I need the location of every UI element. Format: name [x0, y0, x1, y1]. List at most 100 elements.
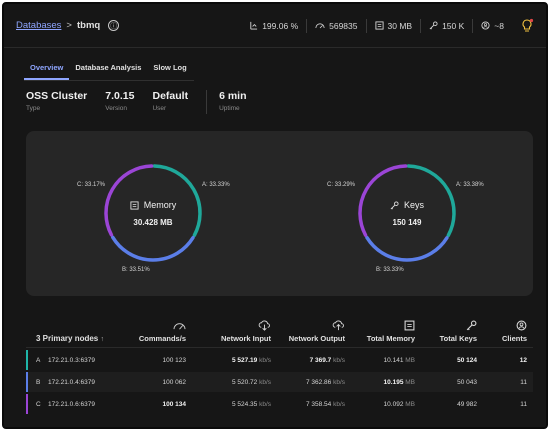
- tm-value: 10.092: [383, 400, 404, 408]
- stat-clients[interactable]: ~8: [472, 18, 512, 33]
- no-unit: kb/s: [333, 378, 345, 386]
- node-commands: 100 123: [162, 356, 187, 364]
- node-letter: A: [36, 356, 41, 364]
- stat-cpu[interactable]: 199.06 %: [241, 19, 306, 33]
- table-row[interactable]: A 172.21.0.3:6379 100 123 5 527.19 kb/s …: [26, 350, 533, 370]
- clients-icon: [516, 320, 527, 331]
- memory-icon: [404, 320, 415, 331]
- keys-total: 150 149: [392, 218, 422, 227]
- stat-memory[interactable]: 30 MB: [365, 18, 421, 33]
- node-commands: 100 062: [162, 378, 187, 386]
- header-total-memory-label: Total Memory: [366, 334, 415, 343]
- tab-overview[interactable]: Overview: [24, 59, 70, 80]
- tm-value: 10.195: [383, 378, 404, 386]
- keys-title: Keys: [403, 200, 424, 210]
- ni-value: 5 527.19: [231, 356, 258, 364]
- node-network-input: 5 527.19 kb/s: [186, 357, 271, 364]
- header-network-input[interactable]: Network Input: [186, 320, 271, 343]
- info-type-value: OSS Cluster: [26, 90, 88, 102]
- stat-ops-value: 569835: [329, 20, 358, 31]
- stat-keys-value: 150 K: [442, 20, 465, 31]
- memory-slice-a[interactable]: [152, 164, 202, 238]
- memory-total: 30.428 MB: [133, 218, 173, 227]
- memory-slice-b[interactable]: [111, 235, 195, 262]
- keys-slice-b[interactable]: [365, 235, 449, 262]
- stat-keys[interactable]: 150 K: [420, 18, 472, 33]
- header-total-keys[interactable]: Total Keys: [415, 320, 477, 343]
- lightbulb-icon: [522, 18, 534, 32]
- tab-slow-log[interactable]: Slow Log: [153, 63, 187, 72]
- node-clients: 11: [520, 400, 527, 408]
- stat-ops[interactable]: 569835: [306, 18, 365, 33]
- node-network-input: 5 524.35 kb/s: [186, 401, 271, 408]
- header-clients-label: Clients: [501, 334, 527, 343]
- header-clients[interactable]: Clients: [477, 320, 533, 343]
- tab-bar: Overview Database Analysis Slow Log: [24, 59, 194, 81]
- info-user-value: Default: [152, 90, 189, 102]
- keys-donut[interactable]: [356, 162, 458, 264]
- tm-value: 10.141: [383, 356, 404, 364]
- node-total-memory: 10.141 MB: [345, 357, 415, 364]
- keys-label-c: C: 33.29%: [327, 182, 356, 188]
- memory-center: Memory 30.428 MB: [103, 200, 203, 227]
- node-total-keys: 50 043: [457, 378, 477, 386]
- keys-slice-a[interactable]: [406, 164, 456, 238]
- database-info: OSS Cluster Type 7.0.15 Version Default …: [26, 90, 265, 114]
- keys-label-b: B: 33.33%: [376, 267, 404, 273]
- node-address: 172.21.0.4:6379: [48, 378, 95, 386]
- table-row[interactable]: B 172.21.0.4:6379 100 062 5 520.72 kb/s …: [26, 372, 533, 392]
- keys-slice-c[interactable]: [358, 164, 408, 237]
- node-network-output: 7 369.7 kb/s: [271, 357, 345, 364]
- header-commands[interactable]: Commands/s: [134, 320, 186, 343]
- database-name: tbmq: [76, 20, 101, 31]
- nodes-header-label: 3 Primary nodes: [36, 334, 99, 343]
- info-divider: [206, 90, 208, 114]
- node-letter: C: [36, 400, 41, 408]
- info-version: 7.0.15 Version: [105, 90, 134, 112]
- ni-value: 5 524.35: [231, 400, 258, 408]
- nodes-header[interactable]: 3 Primary nodes ↑: [26, 334, 134, 343]
- tm-unit: MB: [405, 356, 415, 364]
- info-type-label: Type: [26, 105, 41, 112]
- stat-clients-value: ~8: [494, 20, 504, 31]
- key-icon: [390, 200, 399, 209]
- info-version-value: 7.0.15: [105, 90, 135, 102]
- header-total-keys-label: Total Keys: [439, 334, 477, 343]
- node-clients: 11: [520, 378, 527, 386]
- breadcrumb-databases-link[interactable]: Databases: [16, 20, 62, 31]
- memory-donut[interactable]: [102, 162, 204, 264]
- memory-label-c: C: 33.17%: [77, 182, 106, 188]
- sort-arrow-icon: ↑: [100, 336, 104, 343]
- node-address: 172.21.0.3:6379: [48, 356, 95, 364]
- memory-slice-c[interactable]: [104, 164, 154, 237]
- info-uptime-label: Uptime: [219, 105, 240, 112]
- table-row[interactable]: C 172.21.0.6:6379 100 134 5 524.35 kb/s …: [26, 394, 533, 414]
- no-value: 7 362.86: [305, 378, 332, 386]
- cpu-icon: [250, 21, 258, 30]
- node-network-input: 5 520.72 kb/s: [186, 379, 271, 386]
- header-network-output[interactable]: Network Output: [271, 320, 345, 343]
- info-user: Default User: [152, 90, 188, 112]
- charts-panel: Memory 30.428 MB A: 33.33% B: 33.51% C: …: [26, 131, 533, 296]
- memory-label-b: B: 33.51%: [122, 267, 150, 273]
- gauge-icon: [173, 323, 186, 330]
- info-icon[interactable]: ⓘ: [108, 20, 120, 31]
- node-letter: B: [36, 378, 41, 386]
- tm-unit: MB: [405, 378, 415, 386]
- memory-title: Memory: [143, 200, 177, 210]
- info-uptime: 6 min Uptime: [219, 90, 246, 112]
- gauge-icon: [315, 23, 325, 29]
- header-total-memory[interactable]: Total Memory: [345, 320, 415, 343]
- insights-button[interactable]: [520, 18, 534, 34]
- node-total-memory: 10.195 MB: [345, 379, 415, 386]
- stat-cpu-value: 199.06 %: [262, 20, 299, 31]
- info-user-label: User: [152, 105, 167, 112]
- tm-unit: MB: [405, 400, 415, 408]
- table-header: 3 Primary nodes ↑ Commands/s Network Inp…: [26, 318, 533, 348]
- no-unit: kb/s: [333, 356, 345, 364]
- ni-unit: kb/s: [259, 378, 271, 386]
- ni-unit: kb/s: [259, 400, 271, 408]
- breadcrumb-separator: >: [66, 20, 72, 31]
- tab-database-analysis[interactable]: Database Analysis: [75, 63, 142, 72]
